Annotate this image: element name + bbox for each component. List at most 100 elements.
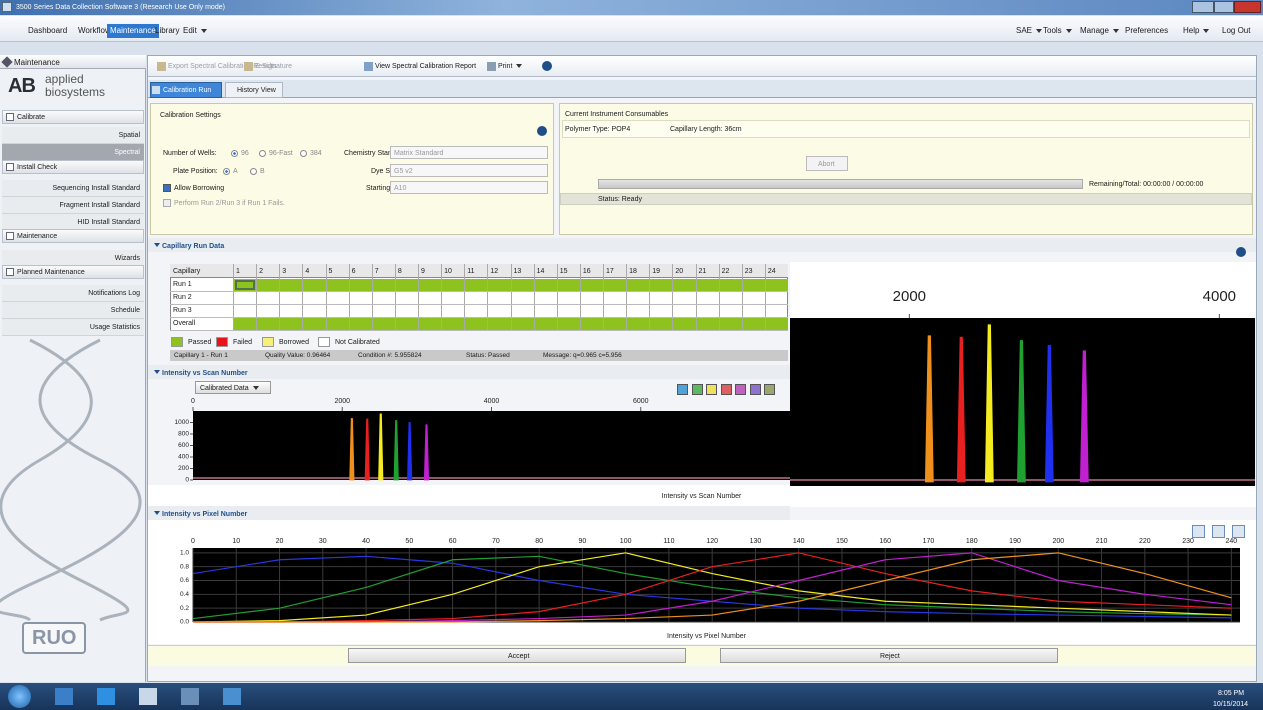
capillary-cell[interactable] <box>766 279 788 291</box>
capillary-cell[interactable] <box>558 318 580 330</box>
capillary-cell[interactable] <box>280 318 302 330</box>
combo-box[interactable] <box>390 164 548 177</box>
taskbar-icon[interactable] <box>55 688 73 705</box>
capillary-cell[interactable] <box>350 318 372 330</box>
dye-toggle[interactable] <box>721 384 732 395</box>
capillary-cell[interactable] <box>743 318 765 330</box>
radio-button[interactable] <box>223 168 230 175</box>
taskbar-icon[interactable] <box>97 688 115 705</box>
capillary-cell[interactable] <box>442 318 464 330</box>
radio-button[interactable] <box>300 150 307 157</box>
capillary-cell[interactable] <box>257 279 279 291</box>
minimize-button[interactable] <box>1192 1 1214 13</box>
capillary-cell[interactable] <box>650 318 672 330</box>
dye-toggle[interactable] <box>692 384 703 395</box>
menu-item[interactable]: Manage <box>1080 26 1119 36</box>
toolbar-button[interactable]: E-Signature <box>255 62 292 72</box>
capillary-cell[interactable] <box>535 279 557 291</box>
taskbar-icon[interactable] <box>181 688 199 705</box>
toolbar-button[interactable]: View Spectral Calibration Report <box>375 62 476 72</box>
menu-item[interactable]: Library <box>152 24 182 38</box>
capillary-cell[interactable] <box>303 279 325 291</box>
capillary-cell[interactable] <box>373 318 395 330</box>
button-label[interactable]: Abort <box>818 160 835 170</box>
close-button[interactable] <box>1234 1 1261 13</box>
capillary-cell[interactable] <box>673 318 695 330</box>
capillary-cell[interactable] <box>234 318 256 330</box>
capillary-cell[interactable] <box>673 279 695 291</box>
menu-item[interactable]: Edit <box>180 24 210 38</box>
collapse-arrow[interactable] <box>154 511 160 515</box>
capillary-cell[interactable] <box>766 318 788 330</box>
help-icon[interactable] <box>1236 247 1246 257</box>
capillary-cell[interactable] <box>581 279 603 291</box>
radio-button[interactable] <box>231 150 238 157</box>
capillary-cell[interactable] <box>280 279 302 291</box>
checkbox[interactable] <box>163 199 171 207</box>
dye-toggle[interactable] <box>706 384 717 395</box>
capillary-cell[interactable] <box>488 279 510 291</box>
toolbar-button[interactable]: Print <box>498 62 522 72</box>
menu-item[interactable]: SAE <box>1016 26 1042 36</box>
help-icon[interactable] <box>542 61 552 71</box>
button-label[interactable]: Accept <box>508 652 529 662</box>
dye-toggle[interactable] <box>677 384 688 395</box>
capillary-cell[interactable] <box>373 279 395 291</box>
capillary-cell[interactable] <box>743 279 765 291</box>
capillary-cell[interactable] <box>697 279 719 291</box>
help-icon[interactable] <box>537 126 547 136</box>
capillary-cell[interactable] <box>650 279 672 291</box>
dye-toggle[interactable] <box>750 384 761 395</box>
capillary-cell[interactable] <box>512 279 534 291</box>
capillary-cell[interactable] <box>327 318 349 330</box>
capillary-cell[interactable] <box>627 279 649 291</box>
maximize-button[interactable] <box>1214 1 1234 13</box>
collapse-arrow[interactable] <box>154 370 160 374</box>
capillary-cell[interactable] <box>396 279 418 291</box>
capillary-cell[interactable] <box>303 318 325 330</box>
zoom-tool[interactable] <box>1232 525 1245 538</box>
capillary-cell[interactable] <box>604 279 626 291</box>
collapse-arrow[interactable] <box>154 243 160 247</box>
capillary-cell[interactable] <box>396 318 418 330</box>
start-button[interactable] <box>8 685 31 708</box>
dye-toggle[interactable] <box>764 384 775 395</box>
button-label[interactable]: Reject <box>880 652 900 662</box>
capillary-cell[interactable] <box>604 318 626 330</box>
capillary-cell[interactable] <box>535 318 557 330</box>
taskbar-icon[interactable] <box>139 688 157 705</box>
capillary-cell[interactable] <box>697 318 719 330</box>
capillary-cell[interactable] <box>720 279 742 291</box>
capillary-cell[interactable] <box>465 279 487 291</box>
capillary-cell[interactable] <box>442 279 464 291</box>
radio-button[interactable] <box>259 150 266 157</box>
capillary-cell[interactable] <box>327 279 349 291</box>
capillary-cell[interactable] <box>234 279 256 291</box>
taskbar-icon[interactable] <box>223 688 241 705</box>
zoom-tool[interactable] <box>1212 525 1225 538</box>
menu-item[interactable]: Tools <box>1043 26 1072 36</box>
combo-box[interactable] <box>390 181 548 194</box>
dye-toggle[interactable] <box>735 384 746 395</box>
dropdown-value[interactable]: Calibrated Data <box>200 384 259 394</box>
capillary-cell[interactable] <box>558 279 580 291</box>
capillary-cell[interactable] <box>257 318 279 330</box>
checkbox[interactable] <box>163 184 171 192</box>
capillary-cell[interactable] <box>581 318 603 330</box>
menu-item[interactable]: Preferences <box>1125 26 1168 36</box>
tab-label[interactable]: History View <box>237 86 276 96</box>
radio-button[interactable] <box>250 168 257 175</box>
capillary-cell[interactable] <box>465 318 487 330</box>
tab-label[interactable]: Calibration Run <box>163 86 211 96</box>
capillary-cell[interactable] <box>720 318 742 330</box>
menu-item[interactable]: Dashboard <box>25 24 70 38</box>
capillary-cell[interactable] <box>419 279 441 291</box>
capillary-cell[interactable] <box>350 279 372 291</box>
menu-item[interactable]: Log Out <box>1222 26 1250 36</box>
capillary-cell[interactable] <box>488 318 510 330</box>
zoom-tool[interactable] <box>1192 525 1205 538</box>
capillary-cell[interactable] <box>419 318 441 330</box>
capillary-cell[interactable] <box>627 318 649 330</box>
capillary-cell[interactable] <box>512 318 534 330</box>
menu-item[interactable]: Help <box>1183 26 1209 36</box>
